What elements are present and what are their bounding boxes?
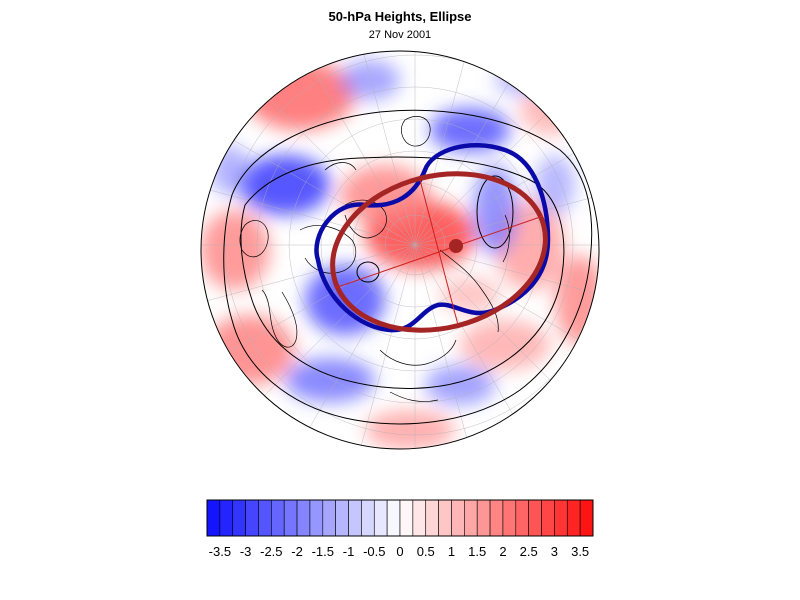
colorbar-swatch [425, 499, 439, 537]
colorbar-swatch [489, 499, 504, 537]
colorbar-tick-label: 2 [499, 544, 506, 559]
colorbar-tick-label: -3 [240, 544, 252, 559]
anomaly-negative-region [240, 155, 330, 215]
ellipse-axes [334, 179, 544, 326]
colorbar-swatch [515, 499, 529, 537]
meridian-line [414, 244, 599, 396]
anomaly-positive-region [201, 210, 270, 290]
colorbar-tick-label: -3.5 [209, 544, 231, 559]
colorbar-tick-label: -2 [291, 544, 303, 559]
anomaly-negative-region [473, 165, 517, 255]
colorbar-swatch [412, 499, 427, 537]
colorbar-swatch [296, 499, 311, 537]
globe-border [200, 50, 600, 450]
meridian-line [414, 167, 599, 246]
colorbar-swatch [322, 499, 336, 537]
colorbar-swatch [361, 499, 375, 537]
colorbar-tick-label: 2.5 [520, 544, 538, 559]
anomaly-positive-region [440, 277, 500, 313]
coastline [502, 214, 510, 263]
colorbar-tick-label: -1 [343, 544, 355, 559]
colorbar-swatch [566, 499, 581, 537]
contour-line [223, 109, 593, 425]
red-ellipse [330, 171, 548, 333]
colorbar-labels: -3.5 -3 -2.5 -2 -1.5 -1 -0.5 0 0.5 1 1.5 2 2.5 3 3.5 [209, 544, 590, 559]
minor-axis [419, 179, 459, 326]
contour-line [476, 175, 514, 249]
anomaly-positive-region [365, 410, 455, 449]
contour-line [240, 156, 565, 389]
colorbar-tick-label: 1 [448, 544, 455, 559]
coastlines [239, 116, 510, 402]
colorbar-swatch [258, 499, 272, 537]
colorbar-swatch [554, 499, 568, 537]
colorbar-swatch [219, 499, 234, 537]
colorbar-tick-label: 3 [551, 544, 558, 559]
ellipse-center [449, 239, 463, 253]
meridian-line [414, 244, 566, 449]
colorbar-swatch [528, 499, 542, 537]
meridian-line [201, 244, 416, 396]
colorbar-swatch [373, 499, 388, 537]
colorbar-swatch [541, 499, 555, 537]
colorbar-swatch [399, 499, 414, 537]
colorbar-tick-label: 0 [396, 544, 403, 559]
contour-line [356, 261, 380, 283]
colorbar-swatch [283, 499, 298, 537]
colorbar-swatch [271, 499, 285, 537]
anomaly-negative-region [285, 358, 375, 402]
colorbar-tick-label: 0.5 [417, 544, 435, 559]
colorbar-swatch [464, 499, 478, 537]
colorbar-swatch [348, 499, 362, 537]
colorbar-swatch [309, 499, 324, 537]
colorbar-swatch [476, 499, 491, 537]
black-contours [223, 109, 593, 425]
meridian-line [337, 244, 416, 449]
meridian-line [414, 94, 599, 246]
colorbar-swatch [232, 499, 246, 537]
meridian-line [414, 51, 493, 246]
colorbar-swatch [206, 499, 221, 537]
colorbar-swatch [386, 499, 401, 537]
colorbar-swatches [206, 499, 594, 537]
coastline [389, 391, 439, 402]
colorbar-tick-label: -1.5 [312, 544, 334, 559]
colorbar-swatch [451, 499, 465, 537]
coastline [439, 249, 499, 333]
meridian-line [414, 244, 493, 449]
meridian-line [264, 244, 416, 449]
colorbar-tick-label: 1.5 [468, 544, 486, 559]
anomaly-negative-region [425, 365, 495, 405]
chart-date: 27 Nov 2001 [368, 29, 432, 41]
meridian-line [201, 244, 416, 323]
meridian-line [414, 51, 566, 246]
colorbar-swatch [245, 499, 259, 537]
colorbar-border [206, 499, 594, 537]
colorbar-tick-label: -0.5 [363, 544, 385, 559]
colorbar-tick-label: 3.5 [571, 544, 589, 559]
colorbar-swatch [335, 499, 349, 537]
colorbar-swatch [502, 499, 517, 537]
colorbar-swatch [438, 499, 452, 537]
colorbar-swatch [579, 499, 594, 537]
coastline [324, 162, 357, 171]
colorbar-tick-label: -2.5 [260, 544, 282, 559]
coastline [379, 339, 457, 366]
coastline [261, 289, 298, 348]
coastline [401, 116, 431, 147]
coastline [239, 220, 269, 258]
meridian-line [201, 167, 416, 246]
meridian-line [201, 94, 416, 246]
chart-title: 50-hPa Heights, Ellipse [328, 9, 472, 24]
